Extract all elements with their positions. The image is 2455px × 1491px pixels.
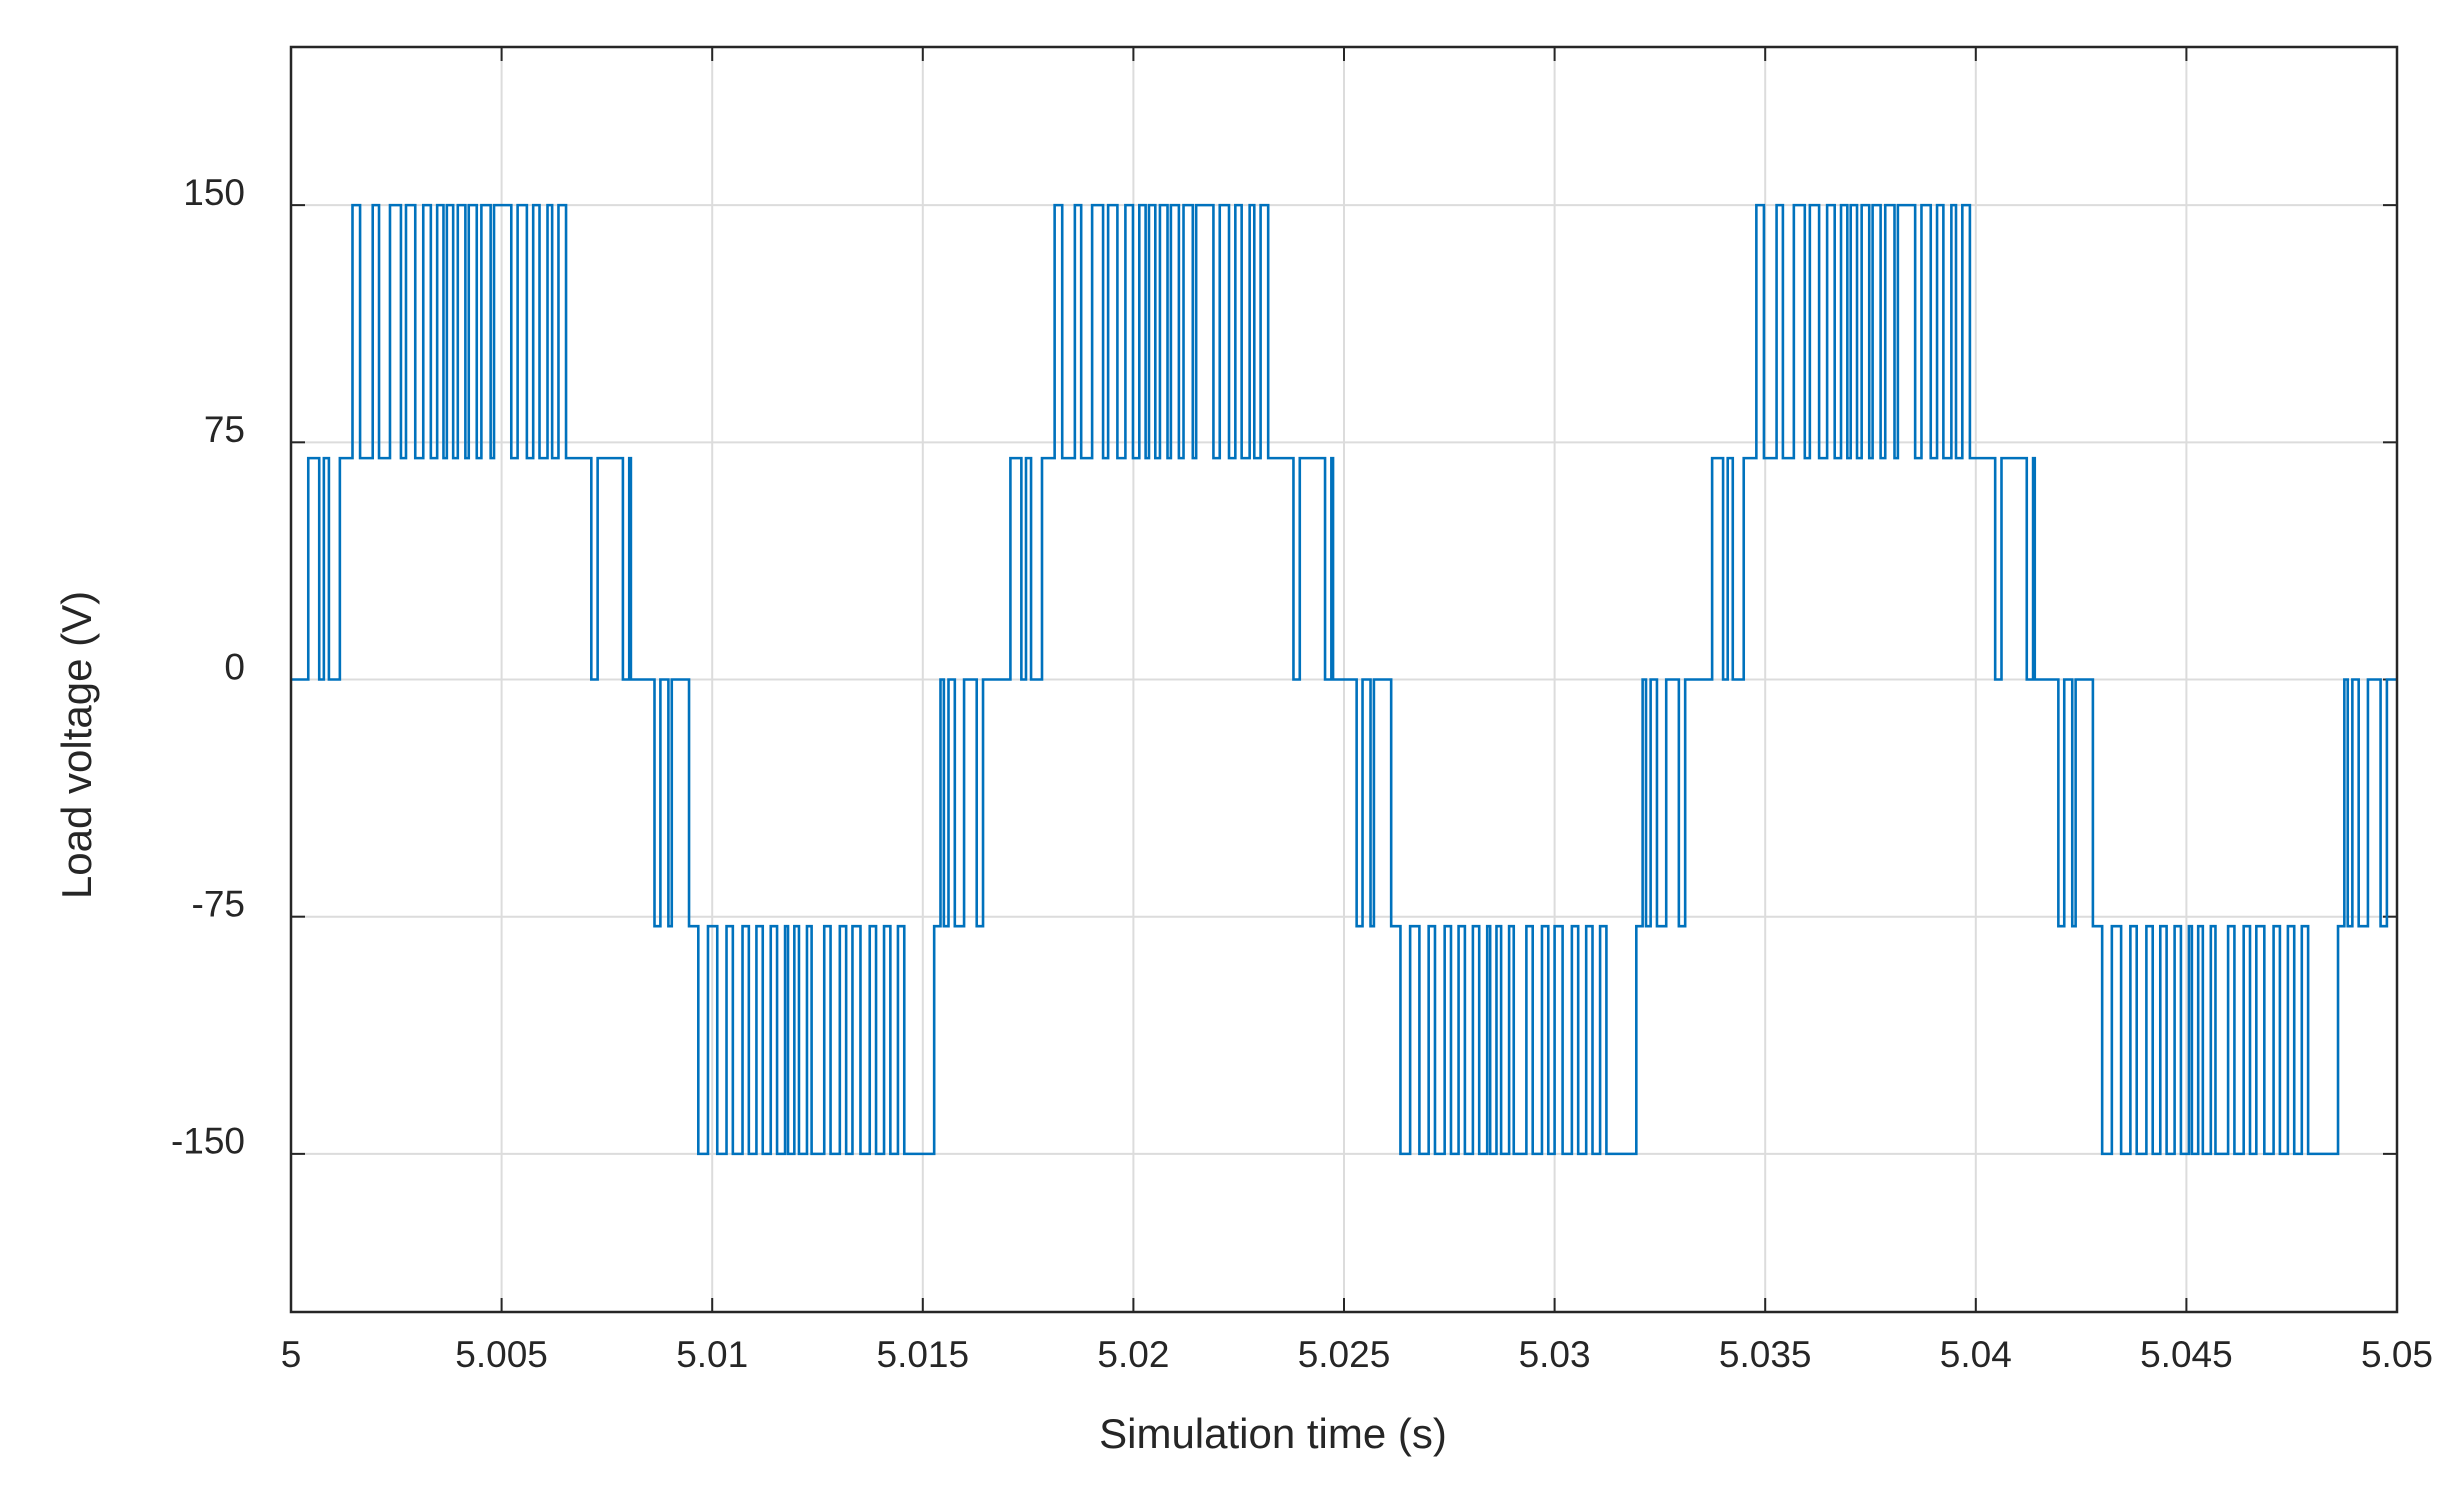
y-tick-label: 150 [183, 172, 245, 213]
y-tick-label: -150 [171, 1121, 245, 1162]
x-tick-label: 5.03 [1519, 1334, 1591, 1375]
data-line [291, 203, 2397, 1156]
x-tick-label: 5.01 [676, 1334, 748, 1375]
x-tick-label: 5.015 [877, 1334, 970, 1375]
x-tick-label: 5.045 [2140, 1334, 2233, 1375]
x-axis-label: Simulation time (s) [1099, 1410, 1447, 1457]
y-tick-label: 0 [224, 646, 245, 687]
y-tick-label: -75 [192, 883, 245, 924]
plot-frame [289, 45, 2399, 1314]
y-tick-label: 75 [204, 409, 245, 450]
x-tick-label: 5.005 [455, 1334, 548, 1375]
x-tick-label: 5.035 [1719, 1334, 1812, 1375]
x-tick-label: 5.025 [1298, 1334, 1391, 1375]
x-tick-label: 5.04 [1940, 1334, 2012, 1375]
x-tick-label: 5.05 [2361, 1334, 2433, 1375]
x-tick-label: 5.02 [1097, 1334, 1169, 1375]
x-tick-label: 5 [281, 1334, 302, 1375]
y-axis-label: Load voltage (V) [53, 591, 100, 899]
